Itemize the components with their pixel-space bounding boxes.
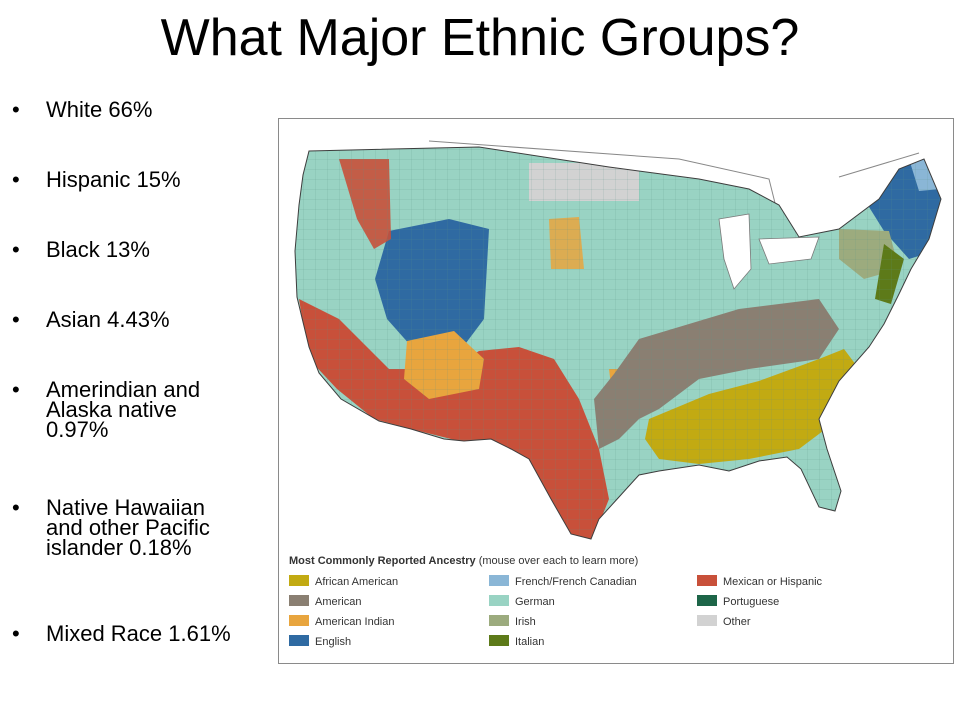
bullet-item: • White 66% xyxy=(12,97,272,122)
legend-label: Mexican or Hispanic xyxy=(723,576,823,588)
legend-item-mexican-hispanic[interactable]: Mexican or Hispanic xyxy=(697,575,822,589)
bullet-text: Black 13% xyxy=(46,237,150,262)
legend-label: African American xyxy=(315,576,399,588)
bullet-text: White 66% xyxy=(46,97,153,122)
bullet-marker: • xyxy=(12,167,20,192)
legend-title: Most Commonly Reported Ancestry (mouse o… xyxy=(289,555,638,567)
legend-label: Italian xyxy=(515,636,545,648)
great-lakes xyxy=(718,213,752,290)
legend-swatch xyxy=(489,635,509,646)
bullet-text: Native Hawaiian and other Pacific island… xyxy=(46,495,210,560)
legend-swatch xyxy=(697,575,717,586)
map-legend: Most Commonly Reported Ancestry (mouse o… xyxy=(285,553,945,661)
bullet-text: Amerindian and Alaska native 0.97% xyxy=(46,377,201,442)
bullet-marker: • xyxy=(12,307,20,332)
legend-item-english[interactable]: English xyxy=(289,635,351,649)
legend-label: Other xyxy=(723,616,751,628)
legend-title-text: Most Commonly Reported Ancestry xyxy=(289,555,476,567)
legend-item-american[interactable]: American xyxy=(289,595,361,609)
bullet-marker: • xyxy=(12,495,20,520)
legend-item-german[interactable]: German xyxy=(489,595,555,609)
legend-swatch xyxy=(289,635,309,646)
bullet-item: • Black 13% xyxy=(12,237,272,262)
bullet-item: • Native Hawaiian and other Pacific islan… xyxy=(12,495,272,560)
bullet-item: • Hispanic 15% xyxy=(12,167,272,192)
legend-label: French/French Canadian xyxy=(515,576,637,588)
bullet-text: Asian 4.43% xyxy=(46,307,170,332)
legend-item-portuguese[interactable]: Portuguese xyxy=(697,595,779,609)
bullet-marker: • xyxy=(12,377,20,402)
us-outline xyxy=(294,146,942,540)
bullet-marker: • xyxy=(12,621,20,646)
bullet-item: • Asian 4.43% xyxy=(12,307,272,332)
slide-title: What Major Ethnic Groups? xyxy=(160,9,800,67)
legend-item-african-american[interactable]: African American xyxy=(289,575,398,589)
bullet-item: • Amerindian and Alaska native 0.97% xyxy=(12,377,272,442)
bullet-marker: • xyxy=(12,97,20,122)
legend-hint: (mouse over each to learn more) xyxy=(478,555,639,567)
legend-swatch xyxy=(489,615,509,626)
us-ancestry-map-image xyxy=(294,140,942,540)
legend-swatch xyxy=(489,575,509,586)
legend-swatch xyxy=(697,595,717,606)
legend-label: German xyxy=(515,596,555,608)
great-lakes xyxy=(758,236,820,265)
legend-label: American Indian xyxy=(315,616,395,628)
legend-swatch xyxy=(289,595,309,606)
legend-label: Irish xyxy=(515,616,536,628)
border-line xyxy=(428,140,780,220)
legend-item-american-indian[interactable]: American Indian xyxy=(289,615,395,629)
legend-swatch xyxy=(289,575,309,586)
legend-label: American xyxy=(315,596,362,608)
bullet-text: Mixed Race 1.61% xyxy=(46,621,231,646)
legend-item-irish[interactable]: Irish xyxy=(489,615,536,629)
legend-swatch xyxy=(289,615,309,626)
legend-label: English xyxy=(315,636,352,648)
border-line xyxy=(838,152,920,178)
legend-swatch xyxy=(697,615,717,626)
legend-swatch xyxy=(489,595,509,606)
legend-item-italian[interactable]: Italian xyxy=(489,635,544,649)
legend-item-french[interactable]: French/French Canadian xyxy=(489,575,637,589)
legend-label: Portuguese xyxy=(723,596,780,608)
bullet-item: • Mixed Race 1.61% xyxy=(12,621,272,646)
bullet-text: Hispanic 15% xyxy=(46,167,181,192)
ancestry-map: Most Commonly Reported Ancestry (mouse o… xyxy=(278,118,954,664)
legend-item-other[interactable]: Other xyxy=(697,615,751,629)
bullet-marker: • xyxy=(12,237,20,262)
